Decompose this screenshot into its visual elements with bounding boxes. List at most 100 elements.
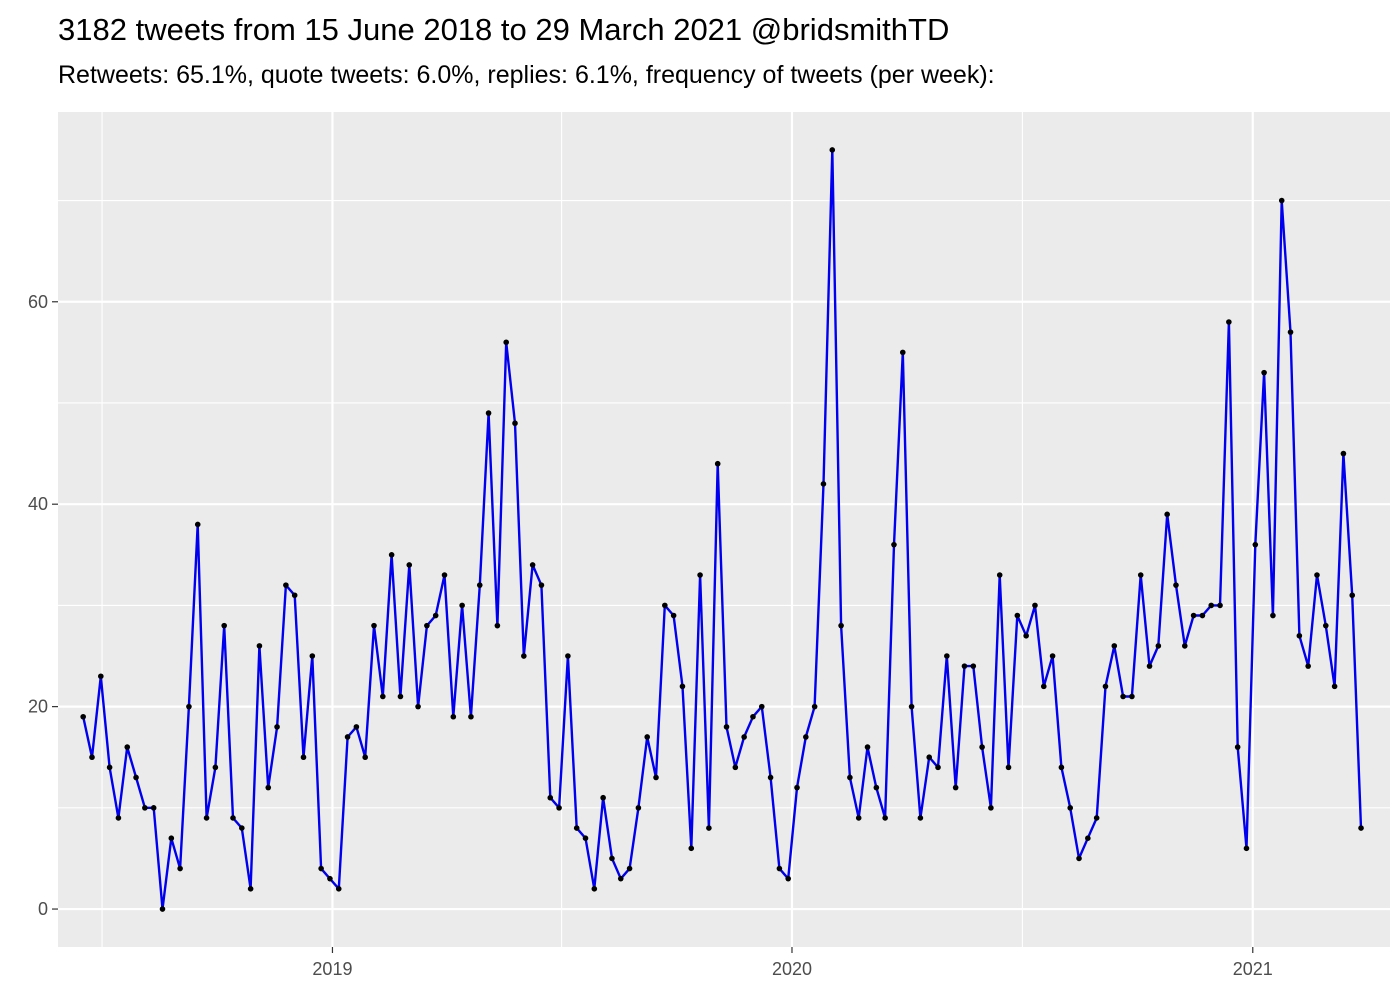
- data-point: [1226, 319, 1232, 325]
- data-point: [397, 693, 404, 700]
- data-point: [98, 673, 104, 680]
- data-point: [538, 582, 545, 588]
- data-point: [1111, 643, 1118, 649]
- data-point: [1190, 612, 1197, 619]
- data-point: [283, 582, 289, 588]
- x-tick-label: 2020: [772, 959, 812, 979]
- data-point: [512, 420, 518, 427]
- data-point: [873, 784, 880, 791]
- data-point: [424, 622, 430, 629]
- data-point: [847, 774, 853, 781]
- data-point: [335, 886, 342, 892]
- minor-gridlines: [58, 112, 1390, 947]
- data-point: [688, 845, 695, 852]
- data-point: [600, 794, 606, 801]
- data-point: [679, 683, 686, 690]
- data-point: [1270, 612, 1276, 619]
- data-point: [203, 815, 210, 821]
- data-point: [926, 754, 933, 761]
- data-point: [291, 592, 298, 599]
- data-point: [1129, 693, 1135, 700]
- data-point: [1243, 845, 1250, 852]
- data-point: [362, 754, 368, 761]
- data-point: [230, 815, 236, 821]
- data-point: [961, 663, 968, 669]
- data-point: [626, 865, 633, 872]
- data-point: [811, 703, 818, 710]
- series-layer: [80, 147, 1364, 912]
- data-point: [124, 744, 131, 750]
- data-point: [979, 744, 985, 750]
- y-tick-label: 0: [38, 899, 48, 919]
- data-point: [573, 825, 580, 831]
- data-point: [1076, 855, 1082, 862]
- data-point: [353, 724, 360, 730]
- data-point: [168, 835, 175, 841]
- data-point: [662, 602, 668, 609]
- data-point: [1146, 663, 1153, 669]
- data-point: [150, 805, 157, 811]
- data-point: [882, 815, 888, 821]
- data-point: [820, 481, 827, 487]
- data-point: [476, 582, 483, 588]
- major-gridlines: [58, 112, 1390, 947]
- data-point: [327, 875, 333, 882]
- y-tick-label: 20: [28, 697, 48, 717]
- data-point: [274, 724, 280, 730]
- data-point: [159, 906, 166, 912]
- data-point: [115, 815, 122, 821]
- data-point: [309, 653, 316, 659]
- data-point: [741, 734, 747, 740]
- data-point: [344, 734, 351, 740]
- data-point: [1278, 197, 1285, 204]
- data-point: [1173, 582, 1179, 588]
- data-point: [247, 886, 254, 892]
- data-point: [944, 653, 950, 659]
- data-point: [697, 572, 703, 578]
- data-point: [388, 552, 395, 558]
- data-point: [177, 865, 183, 872]
- data-point: [1181, 643, 1188, 649]
- data-point: [1322, 622, 1329, 629]
- data-point: [1120, 693, 1126, 700]
- data-point: [591, 886, 598, 892]
- data-point: [1261, 369, 1267, 376]
- data-point: [653, 774, 659, 781]
- data-point: [1314, 572, 1320, 578]
- data-point: [406, 562, 413, 568]
- data-point: [1049, 653, 1056, 659]
- data-point: [617, 875, 624, 882]
- data-point: [794, 784, 800, 791]
- data-point: [503, 339, 509, 346]
- data-point: [468, 713, 474, 720]
- data-point: [952, 784, 959, 791]
- data-point: [1040, 683, 1047, 690]
- data-point: [758, 703, 765, 710]
- data-point: [1085, 835, 1091, 841]
- data-point: [556, 805, 562, 811]
- data-point: [1217, 602, 1223, 609]
- data-point: [459, 602, 465, 609]
- y-tick-label: 60: [28, 292, 48, 312]
- data-point: [1023, 632, 1029, 639]
- data-point: [529, 562, 536, 568]
- data-point: [1234, 744, 1241, 750]
- data-point: [1340, 450, 1347, 457]
- data-point: [485, 410, 492, 416]
- data-point: [935, 764, 941, 771]
- chart-title: 3182 tweets from 15 June 2018 to 29 Marc…: [58, 12, 950, 47]
- data-point: [1058, 764, 1065, 771]
- data-point: [186, 703, 192, 710]
- data-point: [80, 713, 86, 720]
- data-point: [785, 875, 792, 882]
- data-point: [864, 744, 871, 750]
- data-point: [988, 805, 994, 811]
- data-point: [1032, 602, 1038, 609]
- data-point: [371, 622, 377, 629]
- data-point: [1331, 683, 1338, 690]
- data-point: [142, 805, 148, 811]
- data-point: [380, 693, 386, 700]
- data-point: [547, 794, 554, 801]
- data-point: [803, 734, 809, 740]
